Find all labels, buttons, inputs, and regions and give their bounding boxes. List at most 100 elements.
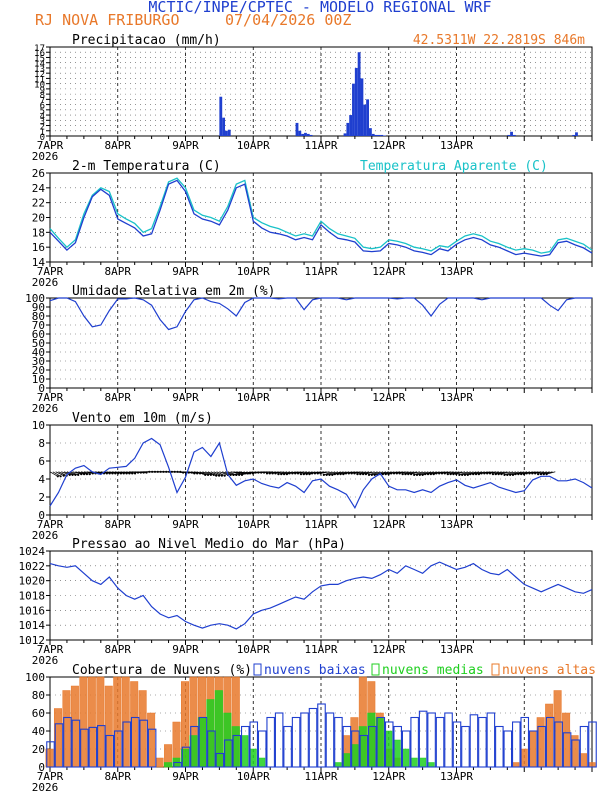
precip-bar xyxy=(219,96,223,136)
wind-barb xyxy=(281,471,291,475)
wind-barb-tip xyxy=(232,473,235,476)
y-tick-label: 15 xyxy=(34,54,45,64)
cloud-bar-blue xyxy=(173,761,182,768)
wind-barb xyxy=(202,471,212,476)
wind-barb-tip xyxy=(390,472,393,475)
wind-barb xyxy=(411,471,420,475)
x-tick-label: 12APR xyxy=(372,643,405,656)
wind-barb xyxy=(357,471,367,475)
cloud-bar-blue xyxy=(130,716,140,768)
wind-barb-tip xyxy=(285,473,289,476)
x-tick-label: 12APR xyxy=(372,391,405,404)
y-tick-label: 90 xyxy=(32,301,45,314)
y-tick-label: 8 xyxy=(38,437,45,450)
year-label: 2026 xyxy=(32,276,59,289)
wind-barb xyxy=(266,471,276,474)
header-title: MCTIC/INPE/CPTEC - MODELO REGIONAL WRF xyxy=(148,0,491,16)
wind-barb-tip xyxy=(520,473,523,476)
y-tick-label: 60 xyxy=(32,707,45,720)
wind-barb-tip xyxy=(387,473,390,476)
panel-4: 0 2 4 6 8 10 7APR 8APR 9APR 10APR 11APR 12APR 13APR 2… xyxy=(32,411,593,542)
y-tick-label: 18 xyxy=(32,226,45,239)
wind-barb xyxy=(306,471,316,475)
temp-line-cyan xyxy=(49,177,593,254)
wind-barb xyxy=(126,471,136,474)
wind-barb-tip xyxy=(220,474,223,477)
wind-barb-tip xyxy=(514,473,517,476)
wind-barb xyxy=(320,471,330,474)
cloud-bar-blue xyxy=(240,725,250,768)
wind-barb xyxy=(430,471,440,475)
wind-barb-tip xyxy=(463,473,467,476)
cloud-bar-blue xyxy=(88,726,98,768)
wind-barb-tip xyxy=(271,472,274,475)
y-tick-label: 4 xyxy=(40,112,45,122)
cloud-bar-blue xyxy=(181,746,191,768)
cloud-bar-blue xyxy=(147,728,157,768)
wind-barb-tip xyxy=(328,473,331,476)
wind-barb xyxy=(55,471,64,476)
legend-label-orange: nuvens altas xyxy=(502,663,596,678)
y-tick-label: 1020 xyxy=(19,575,46,588)
precip-bar xyxy=(512,134,516,136)
wind-barb xyxy=(196,471,206,476)
panel-title: Precipitacao (mm/h) xyxy=(72,33,221,48)
cloud-bar-green xyxy=(164,762,173,768)
legend-label-blue: nuvens baixas xyxy=(264,663,366,678)
precip-bar xyxy=(368,128,372,136)
wind-barb xyxy=(314,471,324,474)
wind-barb-tip xyxy=(373,473,376,476)
wind-barb xyxy=(439,471,449,474)
year-label: 2026 xyxy=(32,529,59,542)
wind-barb xyxy=(518,471,528,475)
y-tick-label: 6 xyxy=(40,102,45,112)
wind-barb-tip xyxy=(342,473,345,476)
wind-barb-tip xyxy=(316,472,319,475)
precip-bar xyxy=(507,134,511,136)
y-tick-label: 14 xyxy=(34,60,45,70)
wind-barb xyxy=(360,471,370,475)
wind-barb xyxy=(272,471,282,474)
wind-barb xyxy=(419,471,429,476)
x-tick-label: 13APR xyxy=(440,643,473,656)
precip-bar xyxy=(371,133,375,136)
x-tick-label: 13APR xyxy=(440,770,473,783)
y-tick-label: 60 xyxy=(32,328,45,341)
cloud-bar-blue xyxy=(139,719,148,768)
cloud-bar-blue xyxy=(249,721,259,768)
y-tick-label: 0 xyxy=(40,133,45,143)
wind-barb xyxy=(543,471,553,475)
panel-6: 0 20 40 60 80 100 7APR 8APR 9APR 10APR 11APR 12APR 1… xyxy=(25,663,597,792)
y-tick-label: 20 xyxy=(32,743,45,756)
wind-barb xyxy=(120,471,130,474)
cloud-bar-blue xyxy=(97,725,106,768)
wind-barb xyxy=(481,471,491,474)
wind-barb-tip xyxy=(424,473,427,476)
y-tick-label: 24 xyxy=(32,182,46,195)
cloud-bar-blue xyxy=(469,714,479,768)
wind-barb xyxy=(337,471,347,475)
wind-barb-tip xyxy=(381,473,384,476)
cloud-bar-blue xyxy=(571,739,580,768)
wind-barb-tip xyxy=(446,473,449,476)
wind-barb xyxy=(425,471,435,475)
x-tick-label: 7APR xyxy=(37,391,64,404)
wind-barb xyxy=(348,471,358,474)
wind-barb xyxy=(312,471,322,474)
wind-barb-tip xyxy=(331,473,334,476)
y-tick-label: 2 xyxy=(40,123,45,133)
precip-bar xyxy=(301,133,305,136)
wind-barb-tip xyxy=(415,473,419,476)
cloud-bar-blue xyxy=(478,716,487,768)
wind-barb xyxy=(495,471,505,475)
y-tick-label: 13 xyxy=(34,65,45,75)
wind-barb-tip xyxy=(248,472,252,475)
wind-barb xyxy=(510,471,519,476)
x-tick-label: 11APR xyxy=(304,643,337,656)
cloud-bar-blue xyxy=(401,730,411,768)
wind-barb xyxy=(405,471,415,475)
wind-barb-tip xyxy=(474,473,478,476)
wind-barb xyxy=(507,471,516,476)
year-label: 2026 xyxy=(32,402,59,415)
wind-barb-tip xyxy=(452,473,455,476)
